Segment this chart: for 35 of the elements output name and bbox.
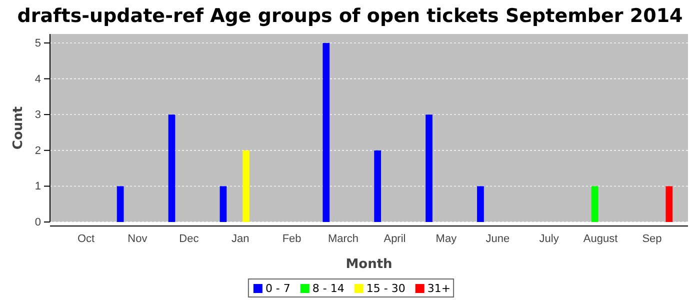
x-tick-label: April — [384, 232, 406, 245]
x-tick-label: Sep — [642, 232, 662, 245]
x-tick-label: Dec — [179, 232, 200, 245]
x-axis-title: Month — [346, 257, 392, 272]
bar — [666, 186, 673, 222]
x-tick-label: March — [328, 232, 359, 245]
x-tick-label: May — [436, 232, 458, 245]
x-tick-label: Nov — [128, 232, 148, 245]
bar — [220, 186, 227, 222]
y-tick-label: 3 — [34, 109, 41, 122]
chart-title: drafts-update-ref Age groups of open tickets September 2014 — [17, 5, 683, 27]
legend-label: 31+ — [427, 282, 451, 295]
bar — [426, 114, 432, 222]
bar — [322, 42, 330, 222]
bar — [116, 186, 124, 222]
x-tick-label: June — [486, 232, 510, 245]
bar — [168, 114, 176, 222]
y-tick-label: 0 — [34, 216, 41, 229]
y-axis-title: Count — [11, 106, 26, 150]
bar — [477, 186, 484, 222]
legend-label: 0 - 7 — [265, 282, 290, 295]
bar — [374, 150, 382, 222]
x-tick-label: Feb — [282, 232, 302, 245]
bar — [591, 186, 598, 222]
y-tick-label: 5 — [34, 37, 41, 50]
x-tick-label: Jan — [231, 232, 250, 245]
legend-label: 8 - 14 — [312, 282, 344, 295]
bar — [242, 150, 250, 222]
legend-label: 15 - 30 — [366, 282, 406, 295]
y-tick-label: 4 — [34, 73, 41, 86]
x-tick-label: August — [583, 232, 618, 245]
y-tick-label: 1 — [34, 180, 41, 193]
x-tick-label: Oct — [77, 232, 95, 245]
y-tick-label: 2 — [34, 144, 41, 157]
x-tick-label: July — [539, 232, 560, 245]
